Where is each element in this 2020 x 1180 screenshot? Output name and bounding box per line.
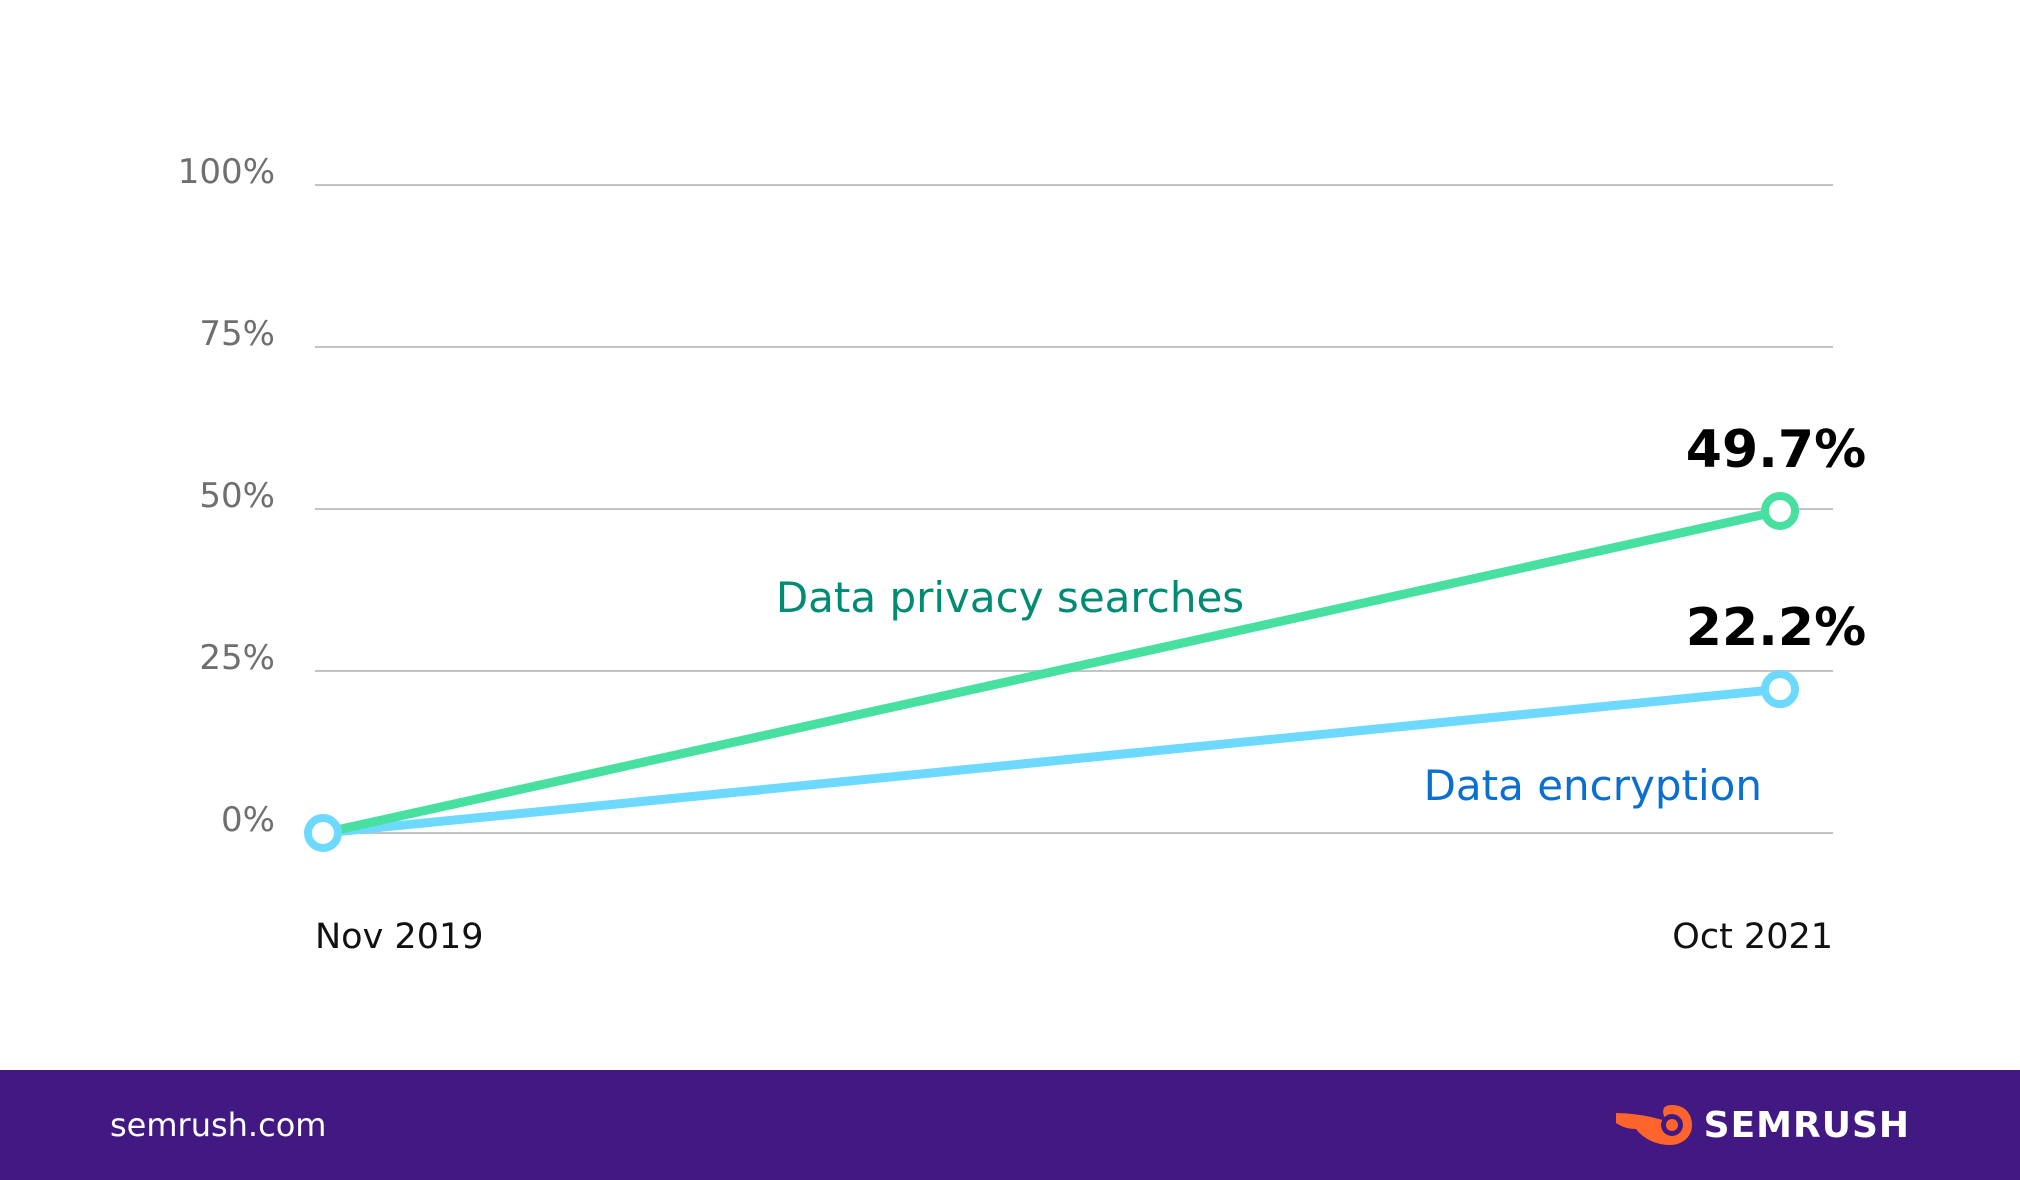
semrush-fire-icon: [1615, 1105, 1692, 1145]
y-tick-label: 50%: [199, 476, 275, 516]
series-points: [304, 491, 1799, 852]
chart-labels: Nov 2019 Oct 2021 49.7% Data privacy search…: [315, 420, 1866, 957]
y-tick-label: 75%: [199, 314, 275, 354]
x-tick-label: Oct 2021: [1672, 917, 1833, 957]
series-line: [318, 506, 1785, 838]
y-tick-label: 100%: [178, 152, 275, 192]
y-tick-label: 0%: [221, 800, 275, 840]
y-axis-ticks: 100% 75% 50% 25% 0%: [178, 152, 275, 840]
data-point: [1761, 670, 1799, 709]
gridlines: [315, 184, 1833, 834]
data-point: [1761, 491, 1799, 530]
footer-site-link[interactable]: semrush.com: [110, 1106, 327, 1144]
data-point: [304, 814, 342, 852]
series-label: Data privacy searches: [776, 573, 1244, 622]
series-lines: [318, 506, 1785, 838]
y-tick-label: 25%: [199, 638, 275, 678]
x-tick-label: Nov 2019: [315, 917, 484, 957]
series-label: Data encryption: [1424, 761, 1762, 810]
footer-bar: semrush.com SEMRUSH: [0, 1070, 2020, 1180]
data-label: 49.7%: [1686, 420, 1866, 480]
series-line: [318, 684, 1785, 838]
data-label: 22.2%: [1686, 598, 1866, 658]
brand-logo: SEMRUSH: [1614, 1100, 1910, 1150]
line-chart: 100% 75% 50% 25% 0% Nov 2019 Oct 2021 49.7% Dat…: [178, 152, 1866, 957]
brand-name: SEMRUSH: [1703, 1104, 1910, 1146]
